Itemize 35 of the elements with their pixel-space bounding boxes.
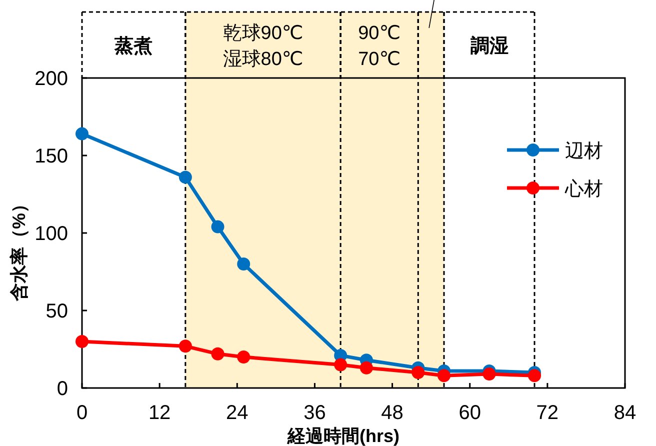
x-tick-label: 60 [458,402,481,424]
legend-label: 辺材 [565,141,603,162]
x-axis-title: 経過時間(hrs) [286,426,400,446]
band-label: 90℃ 70℃ [358,23,401,70]
point [178,170,192,184]
point [76,335,88,348]
text: 蒸煮 [114,35,153,57]
point [438,369,450,382]
y-tick-label: 0 [56,378,68,400]
text: 調湿 [470,35,508,57]
legend-label: 心材 [564,178,603,200]
y-axis-title: 含水率（%） [9,194,29,302]
y-tick-label: 50 [46,300,68,322]
y-tick-label: 100 [34,223,68,245]
point [334,358,348,372]
point [237,350,250,364]
x-tick-label: 12 [148,402,171,424]
x-tick-label: 72 [536,402,559,424]
x-tick-label: 36 [304,402,326,424]
point [211,220,224,234]
point [528,369,541,382]
point [178,340,192,353]
point [237,258,250,270]
band-label: 乾球90℃ 湿球80℃ [222,23,304,70]
y-tick-label: 150 [34,146,68,168]
point [360,361,373,374]
point [412,366,425,379]
point [76,127,88,140]
point [211,347,224,360]
x-tick-label: 0 [76,402,88,424]
x-tick-label: 24 [226,402,248,424]
x-tick-label: 48 [381,402,404,424]
point [482,368,496,381]
y-tick-label: 200 [34,68,68,90]
x-tick-label: 84 [614,402,636,424]
